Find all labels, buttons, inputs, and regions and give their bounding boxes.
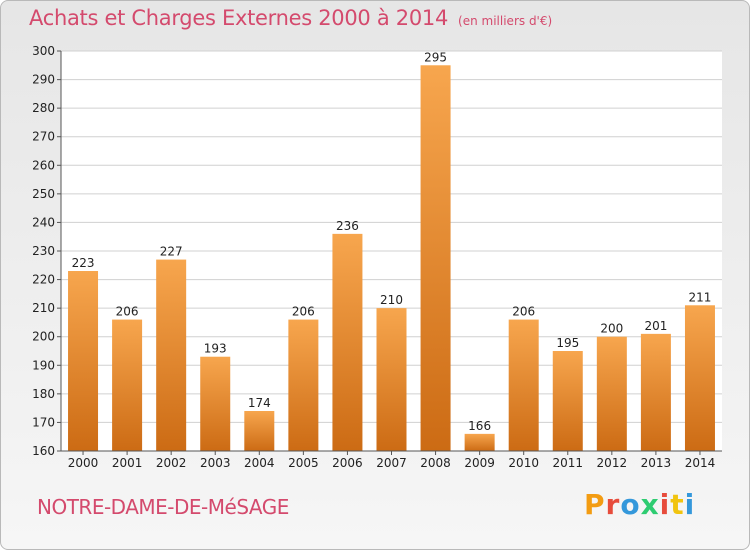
data-label: 200	[600, 322, 623, 336]
y-tick-label: 210	[32, 301, 55, 315]
data-label: 166	[468, 419, 491, 433]
y-tick-label: 270	[32, 130, 55, 144]
bar	[464, 433, 495, 451]
bar	[200, 356, 231, 451]
logo-letter: t	[670, 488, 685, 521]
y-tick-label: 240	[32, 215, 55, 229]
data-label: 236	[336, 219, 359, 233]
bar	[156, 259, 187, 451]
data-label: 211	[689, 290, 712, 304]
bar	[552, 351, 583, 451]
data-label: 295	[424, 50, 447, 64]
chart-title-text: Achats et Charges Externes 2000 à 2014	[29, 6, 449, 30]
y-tick-label: 190	[32, 358, 55, 372]
bar	[684, 305, 715, 451]
y-tick-label: 200	[32, 330, 55, 344]
bar	[596, 336, 627, 451]
logo-letter: x	[640, 488, 660, 521]
x-tick-label: 2004	[244, 456, 275, 470]
chart-title: Achats et Charges Externes 2000 à 2014 (e…	[29, 6, 552, 30]
data-label: 174	[248, 396, 271, 410]
logo-letter: i	[684, 488, 696, 521]
chart-subtitle: (en milliers d'€)	[458, 14, 553, 28]
data-label: 193	[204, 342, 227, 356]
bar	[68, 271, 99, 451]
x-tick-label: 2003	[200, 456, 231, 470]
y-tick-label: 280	[32, 101, 55, 115]
y-tick-label: 160	[32, 444, 55, 458]
x-tick-label: 2005	[288, 456, 319, 470]
x-tick-label: 2010	[508, 456, 539, 470]
y-tick-label: 180	[32, 387, 55, 401]
bar	[288, 319, 319, 451]
data-label: 206	[512, 305, 535, 319]
y-tick-label: 260	[32, 158, 55, 172]
x-tick-label: 2002	[156, 456, 187, 470]
x-tick-label: 2011	[552, 456, 583, 470]
x-tick-label: 2009	[464, 456, 495, 470]
x-tick-label: 2008	[420, 456, 451, 470]
data-label: 227	[160, 245, 183, 259]
x-tick-label: 2013	[641, 456, 672, 470]
data-label: 206	[292, 305, 315, 319]
y-tick-label: 170	[32, 415, 55, 429]
y-tick-label: 290	[32, 73, 55, 87]
proxiti-logo: Proxiti	[584, 488, 695, 521]
bar	[508, 319, 539, 451]
logo-letter: P	[584, 488, 606, 521]
data-label: 210	[380, 293, 403, 307]
y-tick-label: 300	[32, 44, 55, 58]
bar	[420, 65, 451, 452]
logo-letter: r	[605, 488, 621, 521]
logo-letter: i	[659, 488, 671, 521]
data-label: 206	[116, 305, 139, 319]
bar	[332, 233, 363, 451]
bar	[112, 319, 143, 451]
place-name: NOTRE-DAME-DE-MéSAGE	[37, 495, 289, 519]
bar	[376, 308, 407, 451]
x-tick-label: 2000	[68, 456, 99, 470]
x-tick-label: 2001	[112, 456, 143, 470]
y-tick-label: 220	[32, 273, 55, 287]
y-tick-label: 250	[32, 187, 55, 201]
data-label: 201	[644, 319, 667, 333]
x-tick-label: 2014	[685, 456, 716, 470]
x-tick-label: 2012	[597, 456, 628, 470]
y-tick-label: 230	[32, 244, 55, 258]
bar	[640, 333, 671, 451]
bar	[244, 411, 275, 451]
logo-letter: o	[620, 488, 641, 521]
data-label: 195	[556, 336, 579, 350]
x-tick-label: 2006	[332, 456, 363, 470]
data-label: 223	[72, 256, 95, 270]
x-tick-label: 2007	[376, 456, 407, 470]
